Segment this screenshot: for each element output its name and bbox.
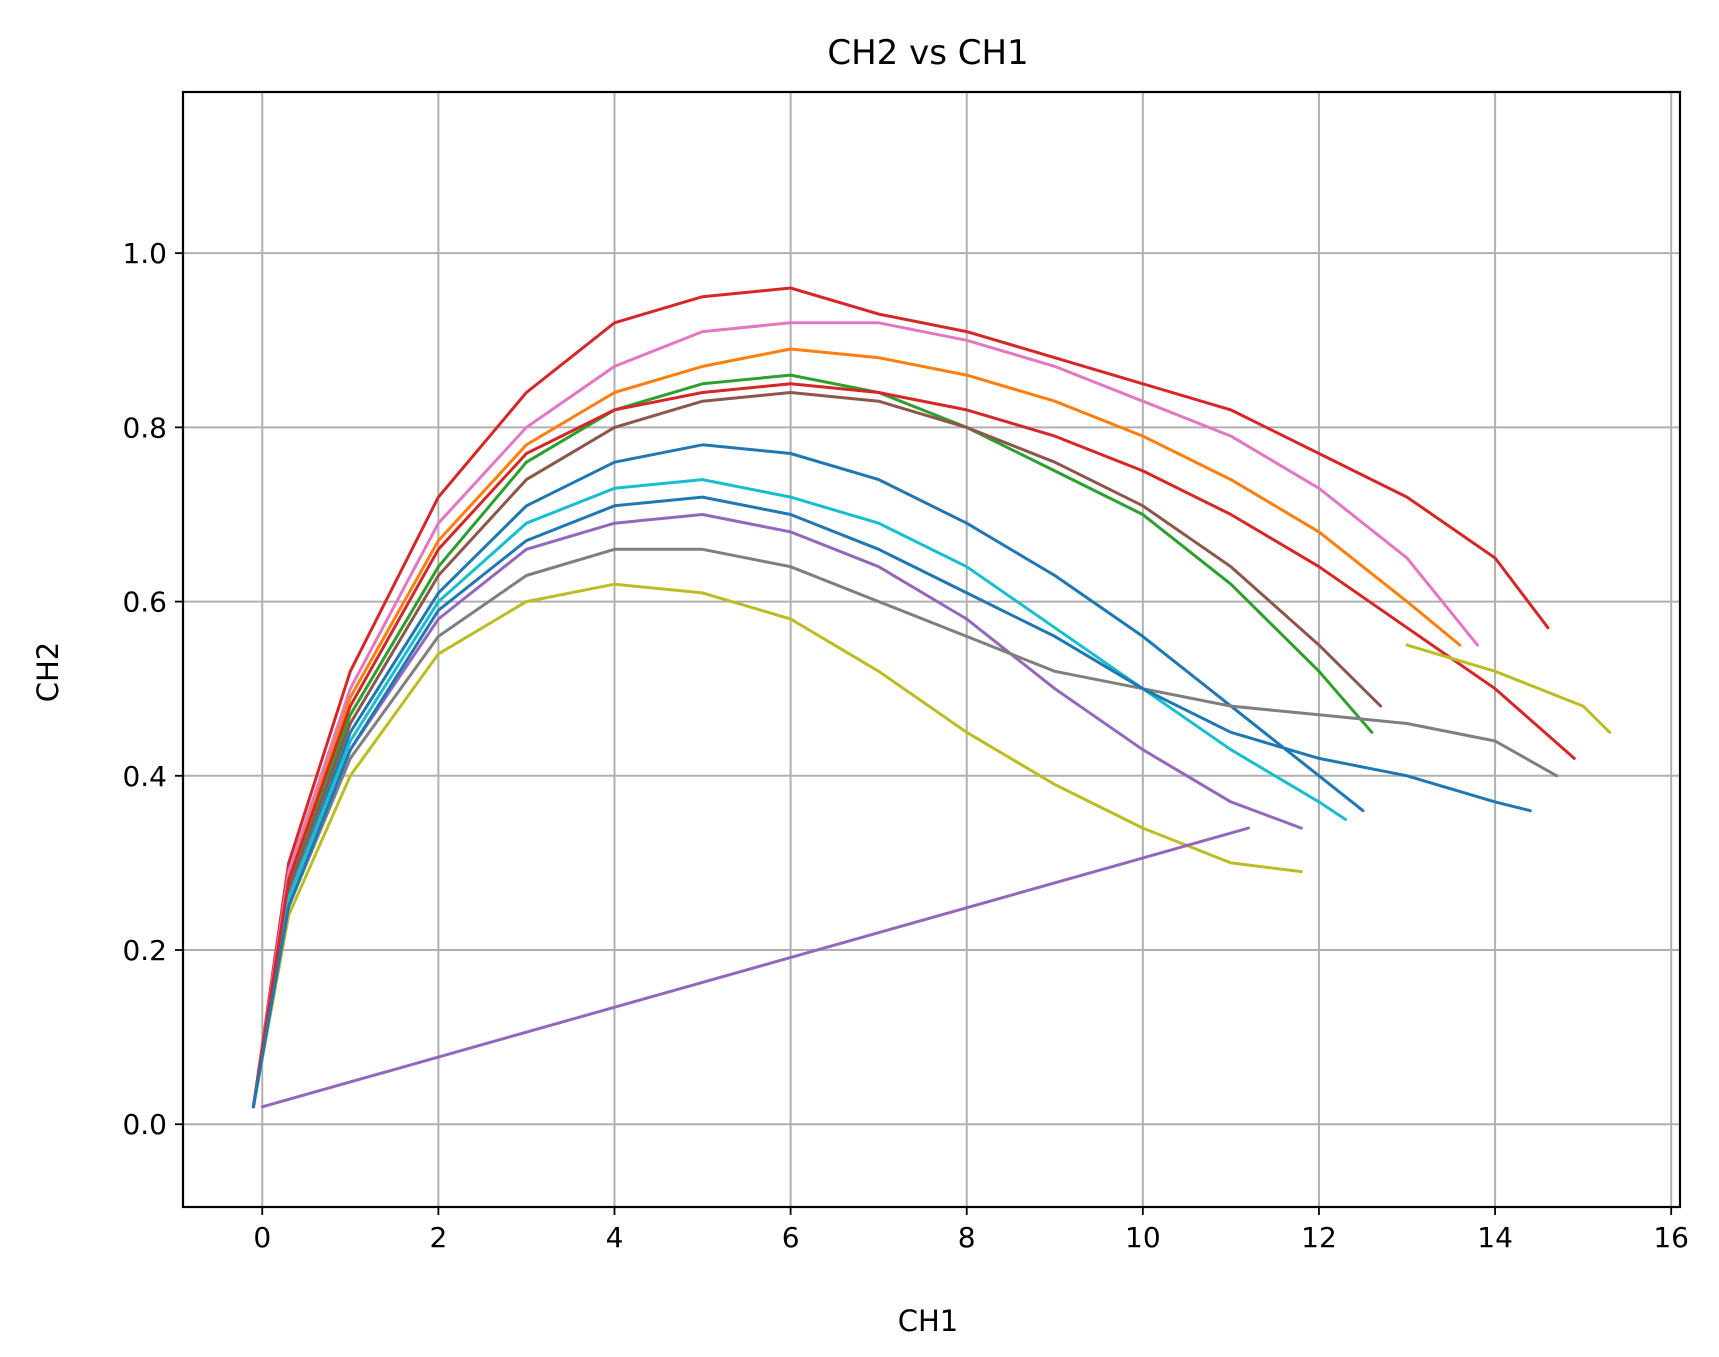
x-tick-label: 6 [782,1221,800,1254]
series-line-5 [251,391,1383,1109]
chart-title: CH2 vs CH1 [827,33,1028,73]
series-line-8 [251,513,1303,1109]
series-line-11 [251,382,1576,1109]
series-line-2 [251,321,1479,1109]
x-tick-label: 2 [429,1221,447,1254]
series-line-3 [251,347,1462,1109]
x-tick-label: 10 [1125,1221,1161,1254]
ticks: 0 2 4 6 8 10 12 14 16 0.0 0.2 0.4 0.6 0.8 1.0 [122,237,1689,1254]
series-line-1 [251,286,1550,1109]
x-tick-label: 16 [1653,1221,1689,1254]
x-tick-label: 4 [606,1221,624,1254]
y-tick-label: 0.2 [122,934,167,967]
series-line-12 [251,495,1532,1109]
x-tick-label: 8 [958,1221,976,1254]
y-tick-label: 1.0 [122,237,167,270]
plot-area [251,286,1612,1109]
x-tick-label: 14 [1477,1221,1513,1254]
series-line-4 [251,373,1374,1109]
x-tick-label: 0 [253,1221,271,1254]
y-tick-label: 0.4 [122,760,167,793]
y-tick-label: 0.0 [122,1108,167,1141]
series-line-10 [251,582,1303,1109]
x-axis-label: CH1 [898,1304,959,1338]
series-line-9 [251,547,1559,1109]
grid [183,92,1680,1207]
series-line-7 [251,478,1347,1109]
series-line-13 [1405,643,1612,734]
series-line-6 [251,443,1365,1109]
y-tick-label: 0.8 [122,411,167,444]
x-tick-label: 12 [1301,1221,1337,1254]
y-axis-label: CH2 [31,642,65,703]
axes-frame [181,90,1682,1209]
series-line-14 [260,826,1250,1109]
y-tick-label: 0.6 [122,586,167,619]
